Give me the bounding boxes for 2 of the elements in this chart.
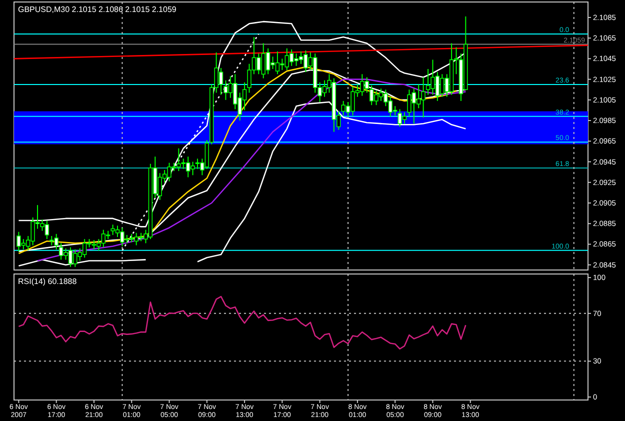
- chart-title: RSI(14) 60.1888: [18, 277, 78, 286]
- chart-title: GBPUSD,M30 2.1015 2.1086 2.1015 2.1059: [18, 5, 177, 14]
